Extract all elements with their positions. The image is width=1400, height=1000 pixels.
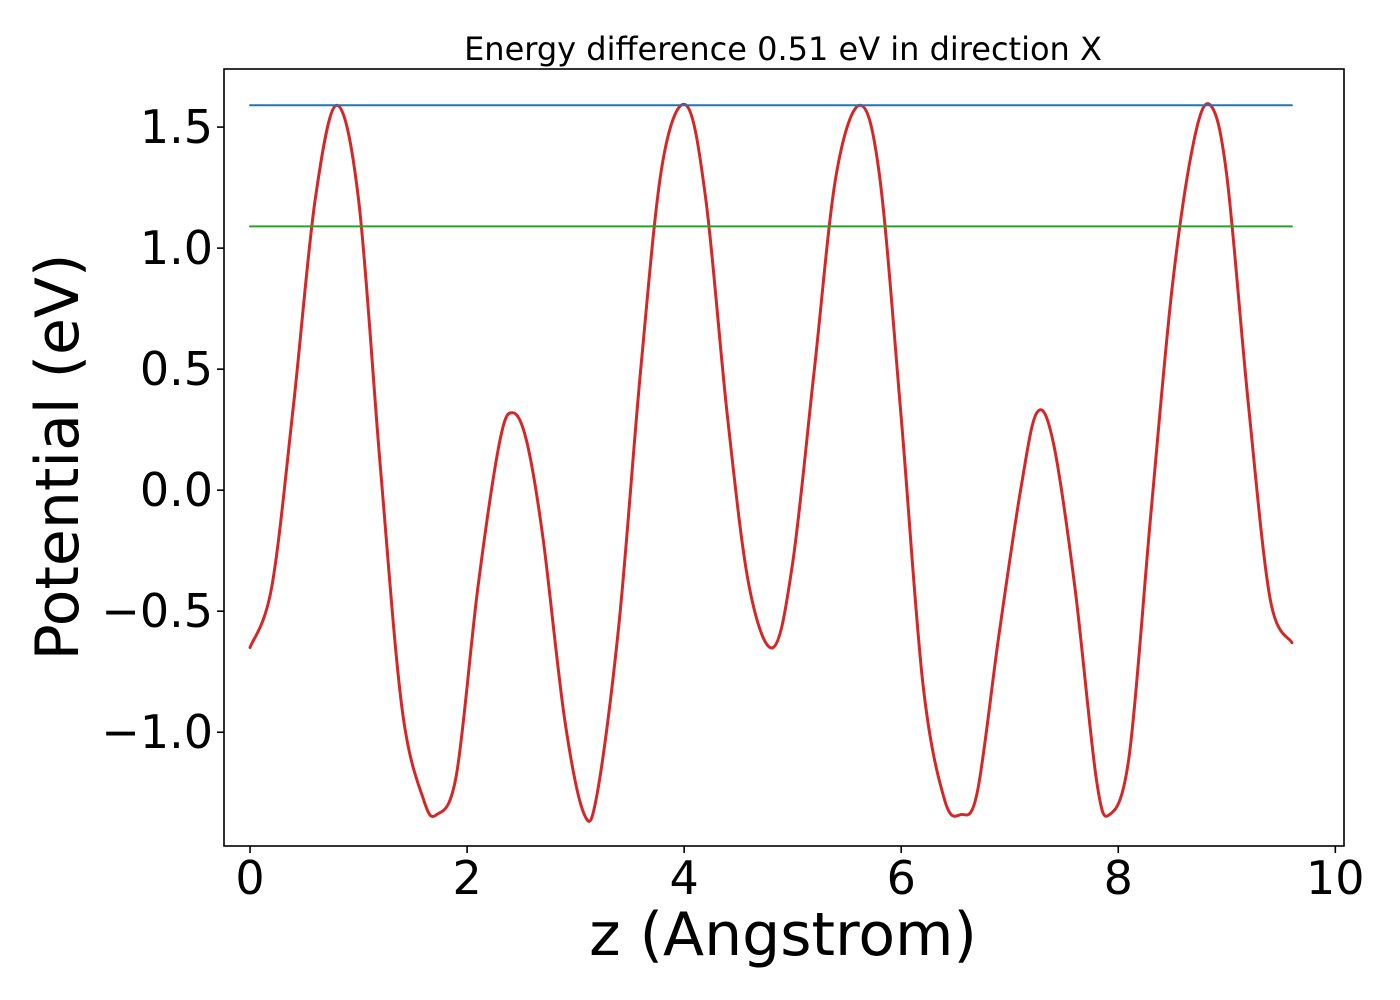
- y-axis-label: Potential (eV): [23, 254, 93, 661]
- series-layer: [248, 102, 1294, 823]
- plot-area: [223, 68, 1345, 847]
- x-tick-label: 8: [1104, 851, 1133, 905]
- y-tick-label: −0.5: [101, 584, 213, 638]
- chart-title: Energy difference 0.51 eV in direction X: [464, 30, 1102, 68]
- x-axis-ticks: 0 2 4 6 8 10: [235, 846, 1365, 905]
- x-tick-label: 0: [235, 851, 264, 905]
- x-axis-label: z (Angstrom): [589, 900, 977, 970]
- x-tick-label: 6: [887, 851, 916, 905]
- y-tick-label: 1.5: [140, 100, 213, 154]
- series-line-1: [248, 102, 1294, 823]
- y-tick-label: 1.0: [140, 221, 213, 275]
- x-tick-label: 10: [1306, 851, 1365, 905]
- x-tick-label: 2: [452, 851, 481, 905]
- x-tick-label: 4: [670, 851, 699, 905]
- y-tick-label: −1.0: [101, 705, 213, 759]
- y-axis-ticks: −1.0 −0.5 0.0 0.5 1.0 1.5: [101, 100, 224, 759]
- axes-frame: [223, 68, 1345, 847]
- y-tick-label: 0.0: [140, 463, 213, 517]
- y-tick-label: 0.5: [140, 342, 213, 396]
